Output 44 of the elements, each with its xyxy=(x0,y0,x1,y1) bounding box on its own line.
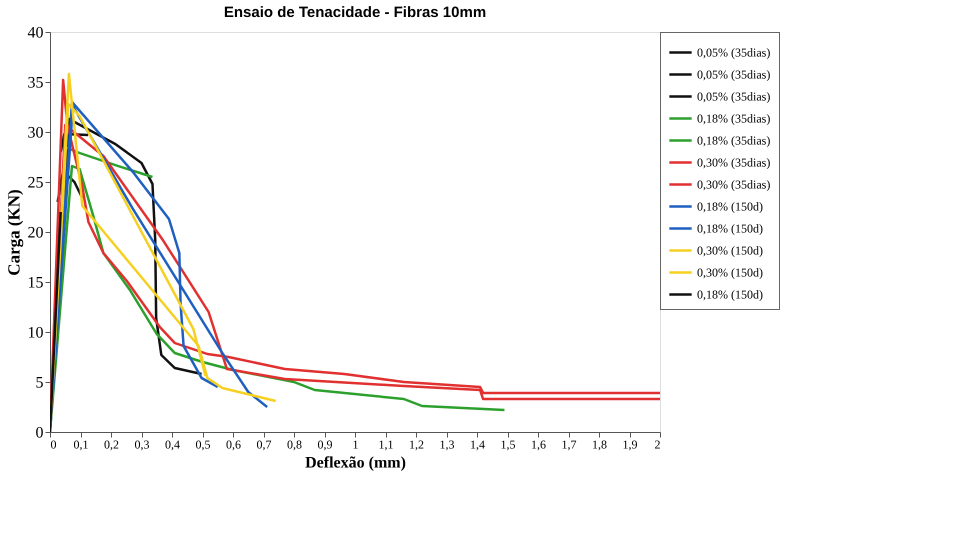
legend-label: 0,18% (150d) xyxy=(697,288,763,302)
x-tick-label: 0,4 xyxy=(165,438,180,452)
legend-label: 0,05% (35dias) xyxy=(697,46,770,60)
y-tick-label: 20 xyxy=(28,224,44,242)
x-tick-label: 0,8 xyxy=(287,438,302,452)
x-tick-label: 0,2 xyxy=(104,438,119,452)
legend-label: 0,05% (35dias) xyxy=(697,90,770,104)
x-tick-label: 1,8 xyxy=(592,438,607,452)
x-tick-label: 2 xyxy=(654,438,660,452)
x-tick-label: 1,2 xyxy=(409,438,424,452)
legend-label: 0,30% (150d) xyxy=(697,244,763,258)
y-axis-title: Carga (KN) xyxy=(4,189,24,276)
legend-label: 0,30% (35dias) xyxy=(697,156,770,170)
x-tick-label: 0,1 xyxy=(74,438,88,452)
x-tick-label: 1,4 xyxy=(470,438,485,452)
chart-title: Ensaio de Tenacidade - Fibras 10mm xyxy=(224,4,486,21)
x-tick-label: 1,6 xyxy=(531,438,546,452)
x-tick-label: 1 xyxy=(352,438,358,452)
x-tick-label: 0,9 xyxy=(318,438,332,452)
x-tick-label: 0,3 xyxy=(134,438,150,452)
y-tick-label: 40 xyxy=(28,24,44,42)
x-tick-label: 1,3 xyxy=(440,438,454,452)
legend-label: 0,18% (150d) xyxy=(697,200,763,214)
legend-label: 0,05% (35dias) xyxy=(697,68,770,82)
legend-label: 0,18% (35dias) xyxy=(697,134,770,148)
y-tick-label: 35 xyxy=(28,74,44,92)
y-tick-label: 10 xyxy=(28,324,44,342)
x-tick-label: 1,7 xyxy=(562,438,576,452)
x-tick-label: 0,5 xyxy=(196,438,210,452)
x-tick-label: 1,9 xyxy=(622,438,638,452)
y-tick-label: 25 xyxy=(28,174,44,192)
legend-label: 0,18% (150d) xyxy=(697,222,763,236)
x-tick-label: 0,7 xyxy=(256,438,272,452)
legend-label: 0,30% (35dias) xyxy=(697,178,770,192)
x-tick-label: 1,5 xyxy=(500,438,516,452)
y-tick-label: 5 xyxy=(36,374,44,392)
x-axis-title: Deflexão (mm) xyxy=(305,454,406,472)
x-tick-label: 0,6 xyxy=(226,438,241,452)
y-tick-label: 30 xyxy=(28,124,44,142)
x-tick-label: 1,1 xyxy=(378,438,394,452)
y-tick-label: 15 xyxy=(28,274,44,292)
legend-label: 0,18% (35dias) xyxy=(697,112,770,126)
legend-label: 0,30% (150d) xyxy=(697,266,763,280)
x-tick-label: 0 xyxy=(50,438,56,452)
